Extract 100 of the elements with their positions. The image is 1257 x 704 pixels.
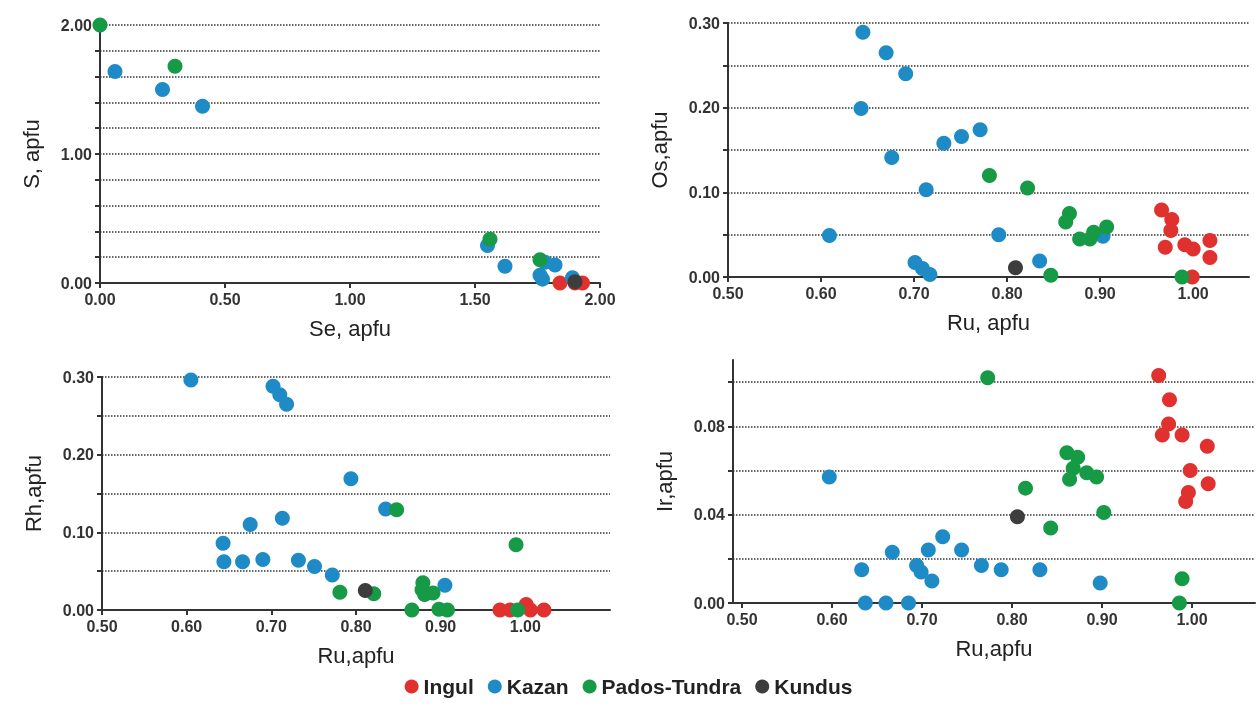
x-tick-label: 0.60	[805, 284, 837, 302]
point	[954, 542, 970, 558]
point	[857, 595, 873, 611]
y-tick-label: 0.10	[62, 523, 95, 541]
point	[853, 101, 869, 117]
point	[1062, 471, 1078, 487]
x-tick-label: 1.00	[1176, 610, 1208, 628]
point	[522, 602, 538, 618]
point	[482, 231, 498, 247]
y-tick-label: 0.30	[62, 368, 95, 386]
x-tick-label: 0.50	[86, 617, 118, 635]
point	[332, 584, 348, 600]
y-tick-label: 0.20	[688, 99, 721, 117]
x-tick-label: 1.00	[334, 290, 366, 308]
point	[274, 510, 290, 526]
y-tick-label: 1.00	[60, 145, 93, 163]
point	[1163, 222, 1179, 238]
point	[389, 502, 405, 518]
point	[1174, 269, 1190, 285]
point	[167, 58, 183, 74]
y-tick-label: 0.10	[688, 183, 721, 201]
point	[215, 535, 231, 551]
point	[216, 554, 232, 570]
x-tick-label: 0.90	[425, 617, 457, 635]
point	[1018, 480, 1033, 496]
point	[854, 562, 870, 578]
point	[884, 150, 900, 166]
x-tick-label: 0.90	[1084, 284, 1116, 302]
y-tick-label: 0.00	[693, 594, 726, 612]
point	[1092, 575, 1108, 591]
point	[552, 275, 568, 291]
legend-label: Kazan	[506, 675, 569, 698]
point	[536, 602, 552, 618]
point	[924, 573, 940, 589]
point	[972, 122, 988, 138]
point	[898, 66, 914, 82]
point	[1154, 202, 1170, 218]
x-tick-label: 0.70	[906, 610, 938, 628]
y-tick-label: 0.04	[693, 506, 726, 524]
point	[155, 82, 170, 97]
x-tick-label: 1.50	[459, 290, 491, 308]
point	[1154, 427, 1170, 443]
point	[510, 602, 526, 618]
x-tick-label: 0.80	[996, 610, 1028, 628]
point	[255, 552, 271, 568]
point	[437, 577, 453, 593]
point	[1174, 571, 1190, 587]
point	[1096, 504, 1112, 520]
point	[991, 227, 1007, 243]
point	[1185, 241, 1201, 257]
point	[183, 372, 199, 388]
y-axis-title: Rh,apfu	[20, 454, 46, 533]
x-tick-label: 0.80	[991, 284, 1023, 302]
point	[918, 182, 934, 198]
y-tick-label: 0.30	[688, 14, 721, 32]
point	[1202, 233, 1218, 249]
x-tick-label: 1.00	[1177, 284, 1209, 302]
point	[324, 567, 340, 583]
point	[1182, 462, 1198, 478]
x-tick-label: 0.60	[816, 610, 848, 628]
point	[973, 557, 989, 573]
point	[535, 271, 550, 287]
point	[290, 552, 306, 568]
point	[922, 266, 938, 282]
point	[935, 529, 951, 545]
x-tick-label: 0.90	[1086, 610, 1118, 628]
point	[1089, 469, 1105, 485]
point	[855, 24, 871, 40]
point	[993, 562, 1009, 578]
y-tick-label: 0.20	[62, 446, 95, 464]
x-tick-label: 0.80	[340, 617, 372, 635]
x-tick-label: 2.00	[584, 290, 616, 308]
point	[1043, 267, 1059, 283]
y-axis-title: Os,apfu	[646, 111, 672, 189]
x-tick-label: 0.00	[84, 290, 116, 308]
legend-label: Ingul	[423, 675, 474, 698]
point	[343, 471, 359, 487]
x-axis-title: Ru, apfu	[946, 309, 1031, 335]
x-axis-title: Ru,apfu	[955, 635, 1033, 661]
y-tick-label: 2.00	[60, 16, 93, 34]
y-axis-title: Ir,apfu	[651, 450, 677, 513]
x-tick-label: 1.00	[509, 617, 542, 635]
y-axis-title: S, apfu	[18, 119, 44, 189]
point	[1058, 214, 1074, 230]
x-tick-label: 0.60	[171, 617, 203, 635]
point	[532, 252, 548, 268]
point	[913, 564, 929, 580]
point	[936, 135, 952, 151]
point	[1020, 180, 1036, 196]
point	[1032, 253, 1048, 269]
point	[954, 128, 970, 144]
point	[981, 167, 997, 183]
point	[821, 228, 837, 244]
point	[901, 595, 916, 611]
point	[404, 602, 420, 618]
point	[1008, 260, 1023, 276]
point	[1099, 219, 1115, 235]
point	[508, 537, 524, 553]
point	[1199, 438, 1215, 454]
x-axis-title: Se, apfu	[309, 315, 391, 341]
